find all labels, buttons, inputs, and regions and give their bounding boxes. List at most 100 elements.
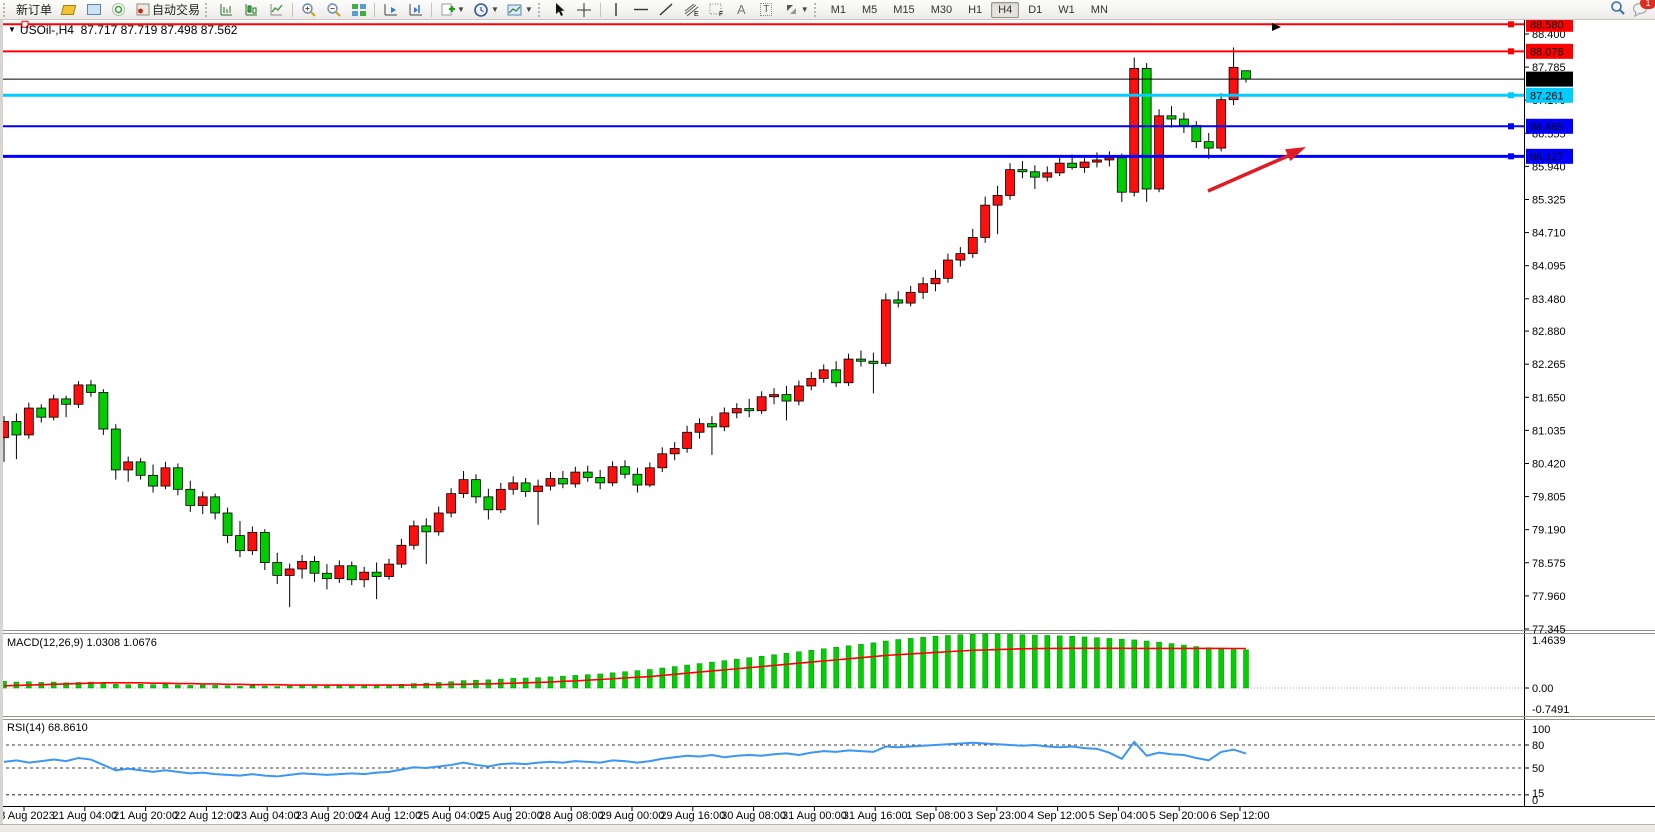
vertical-line-button[interactable]: [604, 1, 629, 19]
notifications-button[interactable]: 1: [1632, 0, 1655, 17]
arrows-icon: [783, 1, 800, 18]
macd-bar: [1007, 634, 1013, 689]
metaeditor-icon: [60, 1, 77, 18]
zoom-out-button[interactable]: [321, 1, 346, 19]
price-line-87.261[interactable]: 87.261: [0, 87, 1573, 103]
candle: [620, 466, 630, 475]
trendline-button[interactable]: [654, 1, 679, 19]
signals-button[interactable]: [106, 1, 131, 19]
virtual-hosting-button[interactable]: [81, 1, 106, 19]
line-chart-icon: [268, 1, 285, 18]
timeframe-M15[interactable]: M15: [893, 3, 915, 16]
price-line-label: 88.580: [1530, 19, 1564, 31]
text-icon: A: [736, 2, 746, 17]
rsi-line: [3, 740, 1247, 778]
price-line-86.127[interactable]: 86.127: [0, 148, 1573, 164]
macd-bar: [845, 645, 852, 689]
dropdown-caret-icon: ▼: [524, 5, 533, 14]
price-line-88.078[interactable]: 88.078: [0, 43, 1573, 59]
timeframe-M1[interactable]: M1: [830, 3, 846, 16]
price-line-label: 87.261: [1530, 90, 1564, 102]
trend-arrow[interactable]: [1207, 147, 1306, 193]
toolbar-grip[interactable]: [3, 2, 9, 17]
bar-chart-button[interactable]: [214, 1, 239, 19]
toolbar-grip[interactable]: [537, 2, 544, 17]
macd-label: MACD(12,26,9) 1.0308 1.0676: [7, 637, 157, 649]
chart-menu-icon[interactable]: ▼: [8, 25, 16, 34]
toolbar-grip[interactable]: [205, 2, 211, 17]
timeframe-D1[interactable]: D1: [1028, 3, 1043, 16]
templates-icon: [507, 1, 524, 18]
candle: [433, 512, 444, 533]
zoom-in-button[interactable]: [296, 1, 321, 19]
toolbar-grip[interactable]: [813, 2, 820, 17]
price-axis[interactable]: 88.40087.78587.17086.55585.94085.32584.7…: [1524, 29, 1566, 636]
rsi-axis-label: 50: [1532, 763, 1544, 775]
candle: [967, 237, 978, 254]
timeframe-MN[interactable]: MN: [1090, 3, 1108, 16]
rsi-axis-label: 100: [1532, 724, 1550, 736]
rsi-axis-label: 0: [1532, 795, 1538, 807]
timeframe-H4[interactable]: H4: [991, 1, 1020, 18]
line-chart-button[interactable]: [264, 1, 289, 19]
indicators-button[interactable]: ▼: [435, 1, 469, 19]
candle: [247, 531, 258, 552]
auto-scroll-button[interactable]: [378, 1, 403, 19]
timeframe-W1[interactable]: W1: [1058, 3, 1075, 16]
rsi-label: RSI(14) 68.8610: [7, 722, 88, 734]
macd-bar: [63, 682, 69, 689]
new-order-button[interactable]: 新订单: [12, 1, 56, 19]
search-button[interactable]: [1610, 0, 1626, 19]
candle: [570, 471, 581, 485]
candle: [905, 291, 916, 304]
text-button[interactable]: A: [729, 1, 754, 19]
candle: [806, 378, 817, 387]
candle: [222, 512, 233, 537]
chart-shift-button[interactable]: [403, 1, 428, 19]
horizontal-line-button[interactable]: [629, 1, 654, 19]
chart-shift-icon: [407, 1, 424, 18]
macd-bar: [634, 670, 641, 689]
time-label: 29 Aug 16:00: [660, 810, 725, 822]
candle: [793, 385, 804, 402]
text-label-icon: T: [758, 1, 775, 18]
macd-bar: [1156, 641, 1162, 689]
autotrading-button[interactable]: 自动交易: [131, 1, 204, 19]
timeframe-M5[interactable]: M5: [862, 3, 878, 16]
candle: [1228, 66, 1239, 101]
text-label-button[interactable]: T: [754, 1, 779, 19]
candle: [1129, 68, 1140, 193]
arrows-button[interactable]: ▼: [779, 1, 813, 19]
timeframe-M30[interactable]: M30: [930, 3, 953, 16]
price-line-88.580[interactable]: 88.580: [0, 16, 1573, 32]
macd-bar: [721, 660, 728, 689]
fibonacci-retracement-button[interactable]: E: [679, 1, 704, 19]
macd-bar: [932, 635, 939, 689]
macd-bar: [336, 685, 343, 689]
price-tick-label: 85.940: [1532, 161, 1566, 173]
macd-bar: [361, 685, 367, 689]
macd-bar: [945, 635, 951, 689]
candlestick-chart-button[interactable]: [239, 1, 264, 19]
trendline-icon: [658, 1, 675, 18]
cursor-button[interactable]: [547, 1, 572, 19]
time-label: 21 Aug 04:00: [52, 810, 117, 822]
periods-button[interactable]: ▼: [469, 1, 503, 19]
fibonacci-channel-button[interactable]: F: [704, 1, 729, 19]
time-label: 31 Aug 00:00: [782, 810, 847, 822]
tile-windows-button[interactable]: [346, 1, 371, 19]
candle: [297, 561, 307, 570]
metaeditor-button[interactable]: [56, 1, 81, 19]
price-line-86.685[interactable]: 86.685: [0, 118, 1573, 134]
macd-bar: [1243, 649, 1249, 689]
templates-button[interactable]: ▼: [503, 1, 537, 19]
timeframe-H1[interactable]: H1: [968, 3, 983, 16]
candle: [1005, 169, 1015, 196]
chart-shift-marker[interactable]: [1272, 23, 1281, 31]
candle: [943, 259, 953, 279]
candle: [781, 394, 792, 402]
crosshair-button[interactable]: [572, 1, 597, 19]
candle: [818, 369, 829, 379]
